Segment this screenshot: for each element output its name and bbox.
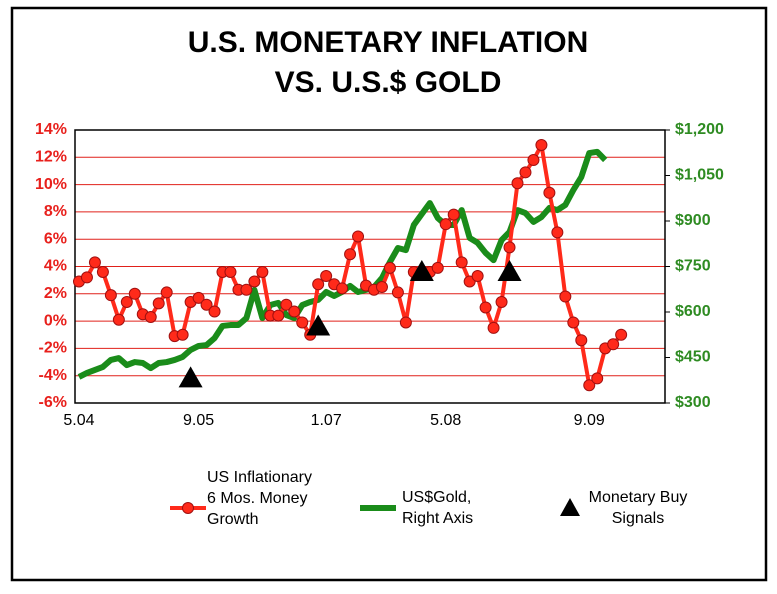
data-point xyxy=(431,261,444,274)
data-point xyxy=(312,278,325,291)
data-point xyxy=(583,379,596,392)
data-point xyxy=(567,316,580,329)
x-tick-label: 5.04 xyxy=(63,412,94,429)
data-point xyxy=(280,298,293,311)
buy-signal xyxy=(178,366,203,388)
data-point xyxy=(256,265,269,278)
data-point xyxy=(511,177,524,190)
data-point xyxy=(495,295,508,308)
data-point xyxy=(543,186,556,199)
data-point xyxy=(88,256,101,269)
y-tick-label: -6% xyxy=(39,394,67,411)
data-point xyxy=(503,241,516,254)
data-point xyxy=(527,154,540,167)
data-point xyxy=(439,218,452,231)
y2-tick-label: $750 xyxy=(675,258,711,275)
y-tick-label: 4% xyxy=(44,258,67,275)
y2-tick-label: $450 xyxy=(675,349,711,366)
data-point xyxy=(112,313,125,326)
data-point xyxy=(375,280,388,293)
data-point xyxy=(144,311,157,324)
data-point xyxy=(391,286,404,299)
legend-marker xyxy=(182,502,194,514)
data-point xyxy=(320,270,333,283)
y2-tick-label: $600 xyxy=(675,303,711,320)
y2-tick-label: $900 xyxy=(675,212,711,229)
data-point xyxy=(96,265,109,278)
y-tick-label: -2% xyxy=(39,340,67,357)
data-point xyxy=(383,261,396,274)
y-tick-label: 12% xyxy=(35,149,67,166)
data-point xyxy=(447,208,460,221)
y-tick-label: -4% xyxy=(39,367,67,384)
y2-tick-label: $1,050 xyxy=(675,167,724,184)
data-point xyxy=(224,265,237,278)
data-point xyxy=(200,298,213,311)
y-tick-label: 2% xyxy=(44,285,67,302)
buy-signal xyxy=(497,259,522,281)
data-point xyxy=(519,166,532,179)
data-point xyxy=(240,283,253,296)
data-point xyxy=(535,139,548,152)
legend-label: US$Gold, Right Axis xyxy=(402,489,474,527)
data-point xyxy=(615,328,628,341)
data-point xyxy=(399,316,412,329)
data-point xyxy=(479,301,492,314)
data-point xyxy=(152,297,165,310)
y-tick-label: 6% xyxy=(44,230,67,247)
y-tick-label: 0% xyxy=(44,312,67,329)
data-point xyxy=(272,309,285,322)
y2-tick-label: $300 xyxy=(675,394,711,411)
chart-title: U.S. MONETARY INFLATION xyxy=(188,26,589,59)
data-point xyxy=(336,282,349,295)
data-point xyxy=(559,290,572,303)
plot-area xyxy=(74,129,666,404)
buy-signal xyxy=(306,314,331,336)
y2-tick-label: $1,200 xyxy=(675,121,724,138)
y-tick-label: 14% xyxy=(35,121,67,138)
data-point xyxy=(160,286,173,299)
legend-label: Monetary Buy Signals xyxy=(588,489,688,527)
data-point xyxy=(192,291,205,304)
data-point xyxy=(128,287,141,300)
data-point xyxy=(208,305,221,318)
chart-title: VS. U.S.$ GOLD xyxy=(275,66,502,99)
x-tick-label: 9.09 xyxy=(574,412,605,429)
data-point xyxy=(551,226,564,239)
data-point xyxy=(176,328,189,341)
data-point xyxy=(104,289,117,302)
data-point xyxy=(487,321,500,334)
x-tick-label: 9.05 xyxy=(183,412,214,429)
data-point xyxy=(296,316,309,329)
x-tick-label: 5.08 xyxy=(430,412,461,429)
data-point xyxy=(352,230,365,243)
buy-signal xyxy=(409,259,434,281)
data-point xyxy=(120,295,133,308)
data-point xyxy=(575,334,588,347)
data-point xyxy=(455,256,468,269)
data-point xyxy=(80,271,93,284)
data-point xyxy=(288,305,301,318)
data-point xyxy=(591,372,604,385)
y-tick-label: 8% xyxy=(44,203,67,220)
legend-marker xyxy=(560,498,580,516)
y-tick-label: 10% xyxy=(35,176,67,193)
data-point xyxy=(248,275,261,288)
x-tick-label: 1.07 xyxy=(311,412,342,429)
data-point xyxy=(344,248,357,261)
data-point xyxy=(607,338,620,351)
data-point xyxy=(471,270,484,283)
legend-label: US Inflationary 6 Mos. Money Growth xyxy=(207,469,312,528)
